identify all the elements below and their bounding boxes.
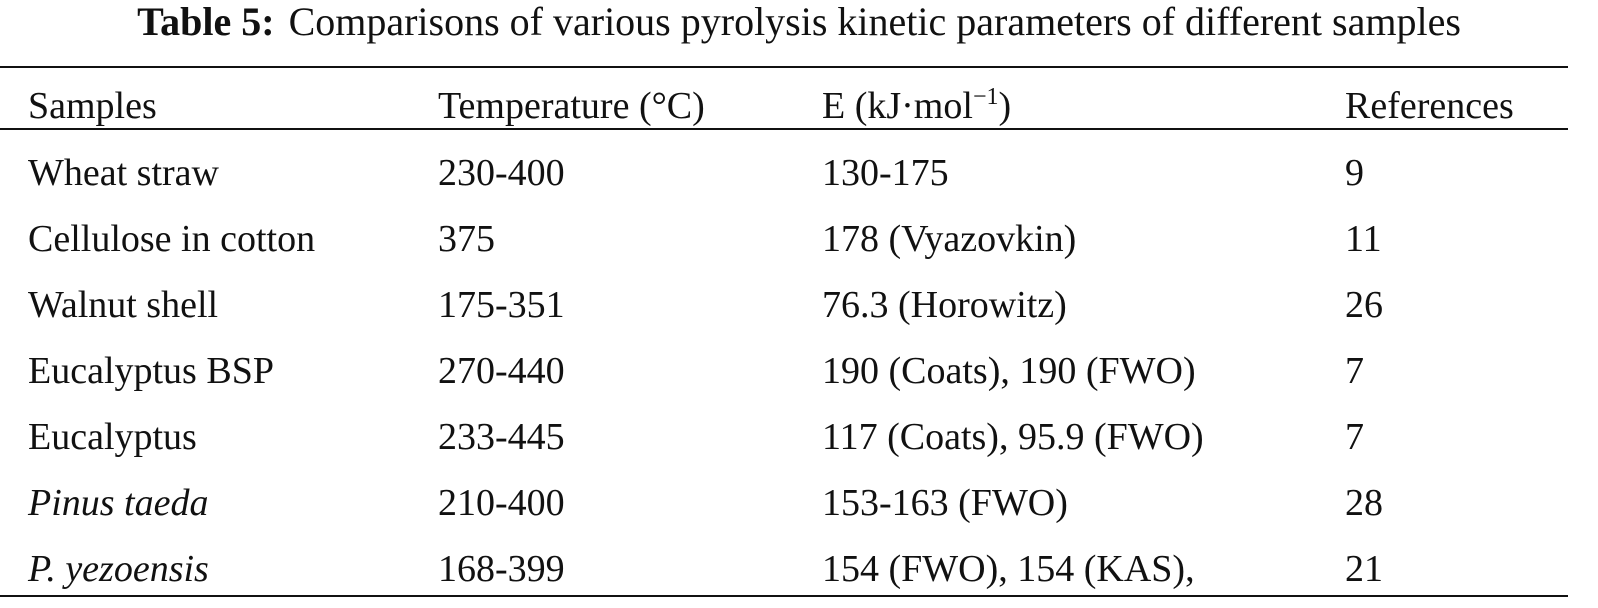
header-references: References xyxy=(1345,85,1514,127)
cell-sample: P. yezoensis xyxy=(28,548,209,590)
cell-temperature: 230-400 xyxy=(438,152,565,194)
table-label: Table 5: xyxy=(137,0,275,44)
cell-reference: 28 xyxy=(1345,482,1383,524)
cell-energy: 154 (FWO), 154 (KAS), xyxy=(822,548,1195,590)
cell-reference: 21 xyxy=(1345,548,1383,590)
cell-reference: 9 xyxy=(1345,152,1364,194)
cell-reference: 26 xyxy=(1345,284,1383,326)
cell-energy: 76.3 (Horowitz) xyxy=(822,284,1067,326)
cell-sample: Eucalyptus xyxy=(28,416,197,458)
cell-reference: 7 xyxy=(1345,350,1364,392)
cell-sample: Cellulose in cotton xyxy=(28,218,316,260)
cell-sample: Pinus taeda xyxy=(28,482,209,524)
cell-temperature: 233-445 xyxy=(438,416,565,458)
cell-temperature: 168-399 xyxy=(438,548,565,590)
cell-temperature: 210-400 xyxy=(438,482,565,524)
header-energy-prefix: E (kJ·mol xyxy=(822,85,973,127)
header-samples: Samples xyxy=(28,85,157,127)
table-caption: Table 5: Comparisons of various pyrolysis… xyxy=(0,0,1598,44)
cell-energy: 178 (Vyazovkin) xyxy=(822,218,1077,260)
cell-energy: 130-175 xyxy=(822,152,949,194)
cell-energy: 153-163 (FWO) xyxy=(822,482,1068,524)
cell-energy: 190 (Coats), 190 (FWO) xyxy=(822,350,1196,392)
header-temperature: Temperature (°C) xyxy=(438,85,705,127)
header-energy: E (kJ·mol−1) xyxy=(822,84,1011,128)
cell-sample: Walnut shell xyxy=(28,284,219,326)
cell-sample: Eucalyptus BSP xyxy=(28,350,274,392)
cell-energy: 117 (Coats), 95.9 (FWO) xyxy=(822,416,1204,458)
cell-reference: 11 xyxy=(1345,218,1382,260)
top-rule xyxy=(0,66,1568,68)
cell-temperature: 270-440 xyxy=(438,350,565,392)
header-energy-superscript: −1 xyxy=(972,84,999,110)
cell-temperature: 375 xyxy=(438,218,495,260)
header-rule xyxy=(0,128,1568,130)
header-energy-suffix: ) xyxy=(998,85,1012,127)
table-title: Comparisons of various pyrolysis kinetic… xyxy=(288,0,1461,44)
bottom-rule xyxy=(0,595,1568,597)
cell-temperature: 175-351 xyxy=(438,284,565,326)
cell-reference: 7 xyxy=(1345,416,1364,458)
cell-sample: Wheat straw xyxy=(28,152,219,194)
